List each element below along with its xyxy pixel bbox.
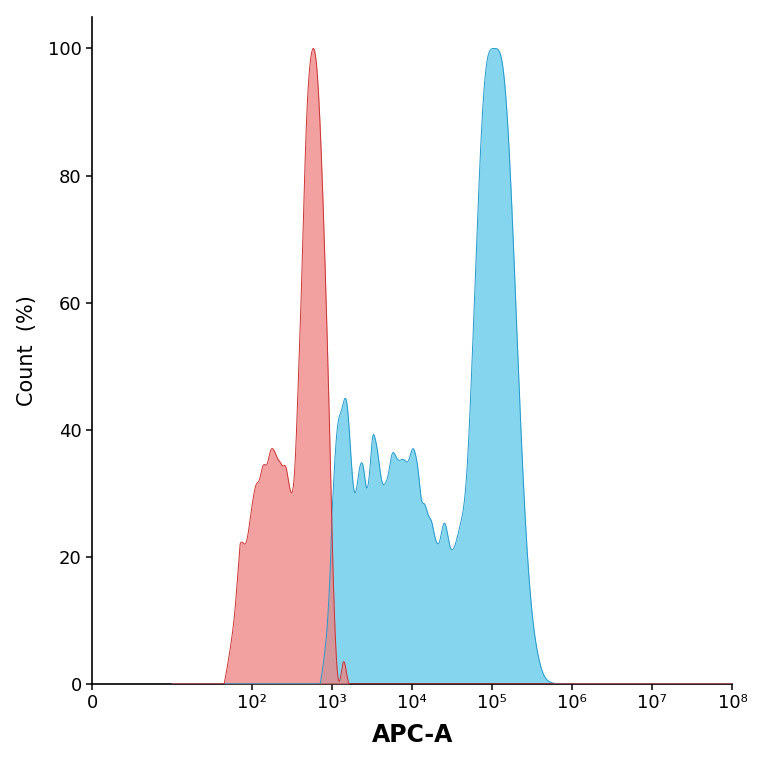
Y-axis label: Count  (%): Count (%) [17, 295, 37, 406]
X-axis label: APC-A: APC-A [371, 724, 453, 747]
